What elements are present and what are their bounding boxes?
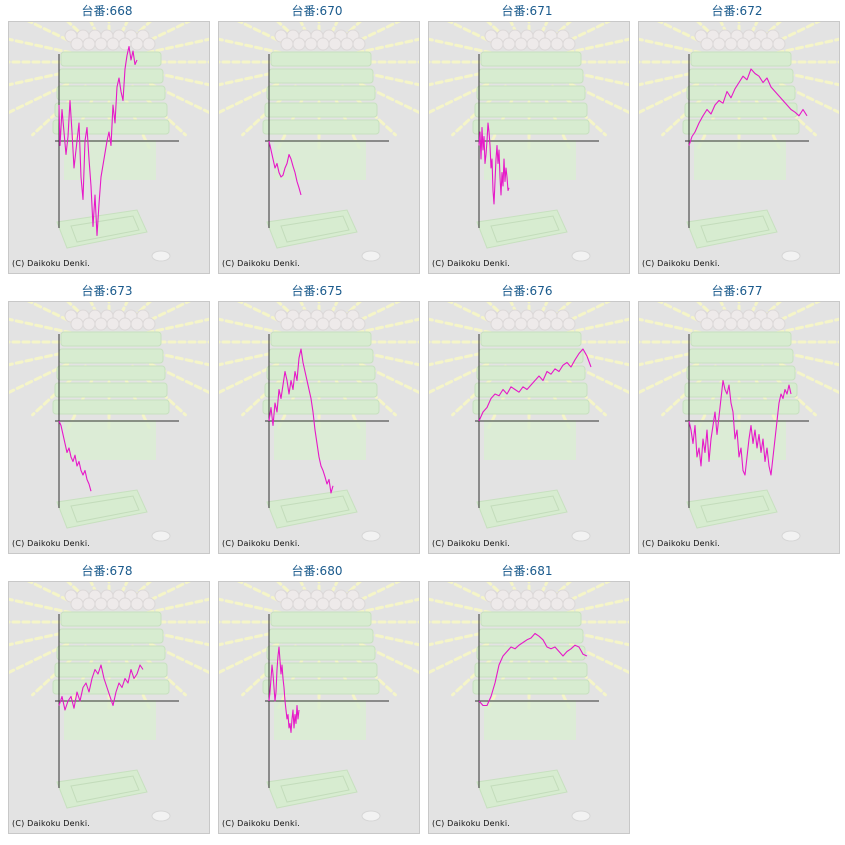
chart-panel: 台番:681 (C) Daikoku Denki. bbox=[425, 560, 630, 835]
chart-title[interactable]: 台番:672 bbox=[711, 4, 763, 18]
chart-panel: 台番:673 (C) Daikoku Denki. bbox=[5, 280, 210, 555]
background-illustration bbox=[219, 22, 419, 262]
chart-frame: (C) Daikoku Denki. bbox=[428, 581, 630, 834]
chart-panel: 台番:678 (C) Daikoku Denki. bbox=[5, 560, 210, 835]
line-chart bbox=[429, 582, 629, 822]
chart-frame: (C) Daikoku Denki. bbox=[428, 21, 630, 274]
chart-title[interactable]: 台番:677 bbox=[711, 284, 763, 298]
chart-title[interactable]: 台番:678 bbox=[81, 564, 133, 578]
chart-frame: (C) Daikoku Denki. bbox=[218, 21, 420, 274]
series-line bbox=[268, 348, 334, 494]
series-line bbox=[268, 646, 300, 734]
line-chart bbox=[9, 582, 209, 822]
background-illustration bbox=[429, 302, 629, 542]
chart-title[interactable]: 台番:680 bbox=[291, 564, 343, 578]
chart-panel: 台番:676 (C) Daikoku Denki. bbox=[425, 280, 630, 555]
chart-frame: (C) Daikoku Denki. bbox=[218, 581, 420, 834]
series-line bbox=[58, 664, 144, 711]
chart-title[interactable]: 台番:670 bbox=[291, 4, 343, 18]
line-chart bbox=[219, 22, 419, 262]
series-line bbox=[688, 379, 792, 476]
background-illustration bbox=[429, 22, 629, 262]
series-line bbox=[478, 348, 592, 422]
chart-panel: 台番:672 (C) Daikoku Denki. bbox=[635, 0, 840, 275]
line-chart bbox=[219, 582, 419, 822]
line-chart bbox=[639, 302, 839, 542]
line-chart bbox=[9, 302, 209, 542]
copyright-text: (C) Daikoku Denki. bbox=[12, 819, 91, 828]
chart-title[interactable]: 台番:676 bbox=[501, 284, 553, 298]
chart-title[interactable]: 台番:673 bbox=[81, 284, 133, 298]
series-line bbox=[688, 68, 808, 146]
background-illustration bbox=[219, 302, 419, 542]
line-chart bbox=[429, 302, 629, 542]
copyright-text: (C) Daikoku Denki. bbox=[642, 539, 721, 548]
background-illustration bbox=[429, 582, 629, 822]
line-chart bbox=[219, 302, 419, 542]
copyright-text: (C) Daikoku Denki. bbox=[12, 539, 91, 548]
copyright-text: (C) Daikoku Denki. bbox=[642, 259, 721, 268]
copyright-text: (C) Daikoku Denki. bbox=[432, 819, 511, 828]
chart-frame: (C) Daikoku Denki. bbox=[8, 301, 210, 554]
background-illustration bbox=[219, 582, 419, 822]
series-line bbox=[58, 45, 138, 237]
copyright-text: (C) Daikoku Denki. bbox=[222, 259, 301, 268]
copyright-text: (C) Daikoku Denki. bbox=[222, 539, 301, 548]
background-illustration bbox=[9, 22, 209, 262]
copyright-text: (C) Daikoku Denki. bbox=[432, 539, 511, 548]
chart-frame: (C) Daikoku Denki. bbox=[638, 301, 840, 554]
chart-frame: (C) Daikoku Denki. bbox=[638, 21, 840, 274]
chart-panel: 台番:677 (C) Daikoku Denki. bbox=[635, 280, 840, 555]
background-illustration bbox=[9, 302, 209, 542]
chart-panel: 台番:671 (C) Daikoku Denki. bbox=[425, 0, 630, 275]
chart-panel: 台番:680 (C) Daikoku Denki. bbox=[215, 560, 420, 835]
background-illustration bbox=[639, 22, 839, 262]
chart-frame: (C) Daikoku Denki. bbox=[8, 21, 210, 274]
copyright-text: (C) Daikoku Denki. bbox=[432, 259, 511, 268]
chart-panel: 台番:675 (C) Daikoku Denki. bbox=[215, 280, 420, 555]
chart-title[interactable]: 台番:681 bbox=[501, 564, 553, 578]
line-chart bbox=[9, 22, 209, 262]
chart-title[interactable]: 台番:668 bbox=[81, 4, 133, 18]
line-chart bbox=[429, 22, 629, 262]
chart-frame: (C) Daikoku Denki. bbox=[8, 581, 210, 834]
chart-frame: (C) Daikoku Denki. bbox=[428, 301, 630, 554]
series-line bbox=[268, 140, 302, 196]
series-line bbox=[58, 420, 92, 492]
chart-panel: 台番:670 (C) Daikoku Denki. bbox=[215, 0, 420, 275]
copyright-text: (C) Daikoku Denki. bbox=[12, 259, 91, 268]
copyright-text: (C) Daikoku Denki. bbox=[222, 819, 301, 828]
chart-title[interactable]: 台番:675 bbox=[291, 284, 343, 298]
background-illustration bbox=[9, 582, 209, 822]
chart-frame: (C) Daikoku Denki. bbox=[218, 301, 420, 554]
series-line bbox=[478, 632, 588, 707]
chart-panel: 台番:668 (C) Daikoku Denki. bbox=[5, 0, 210, 275]
series-line bbox=[478, 122, 510, 205]
chart-title[interactable]: 台番:671 bbox=[501, 4, 553, 18]
line-chart bbox=[639, 22, 839, 262]
